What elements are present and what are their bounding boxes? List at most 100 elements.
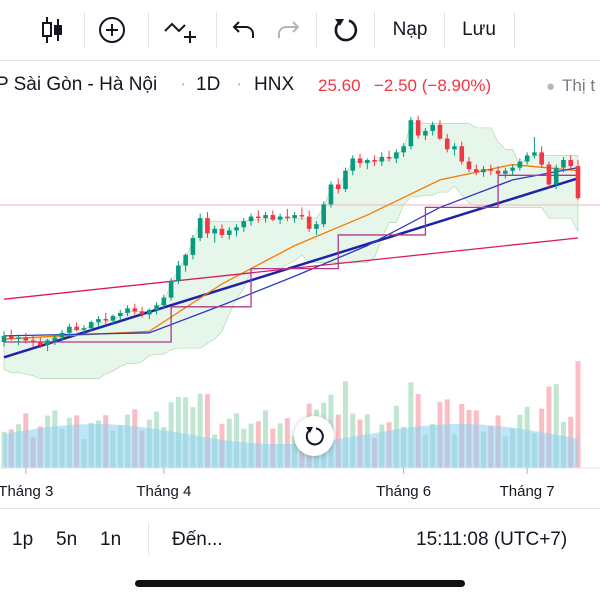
candle-body xyxy=(561,160,566,168)
x-tick-label: Tháng 3 xyxy=(0,483,53,500)
candle-body xyxy=(415,120,421,136)
candle-body xyxy=(357,158,363,164)
candle xyxy=(561,156,566,173)
candle xyxy=(190,234,196,260)
volume-ma-area xyxy=(4,424,578,468)
candle xyxy=(524,152,530,165)
add-indicator-icon[interactable] xyxy=(90,8,134,52)
candle-body xyxy=(379,156,385,162)
candle-body xyxy=(45,340,50,346)
candle-body xyxy=(292,215,297,219)
candle-body xyxy=(67,326,72,333)
candle-body xyxy=(176,265,181,281)
indicator-line xyxy=(3,167,579,337)
candle xyxy=(88,320,94,332)
load-button[interactable]: Nạp xyxy=(392,19,428,40)
interval-5n[interactable]: 5n xyxy=(56,529,78,550)
candle-body xyxy=(306,216,312,229)
candle xyxy=(125,305,130,316)
volume-bar xyxy=(183,397,189,468)
candle xyxy=(350,155,356,176)
candle xyxy=(495,166,501,177)
last-price: 25.60 xyxy=(318,76,361,95)
candle-body xyxy=(205,218,210,234)
interval-1n[interactable]: 1n xyxy=(100,529,122,550)
reset-icon xyxy=(305,427,324,446)
candle-body xyxy=(539,152,544,165)
candle-body xyxy=(16,337,21,339)
candle-body xyxy=(219,228,225,235)
candle xyxy=(343,167,348,193)
indicator-lines xyxy=(3,163,579,359)
x-tick-label: Tháng 7 xyxy=(500,483,555,500)
candle-body xyxy=(372,160,377,162)
save-button[interactable]: Lưu xyxy=(462,19,496,40)
candle xyxy=(96,316,101,327)
candle-body xyxy=(466,161,472,170)
price-change: −2.50 (−8.90%) xyxy=(374,76,492,95)
candle xyxy=(510,164,515,176)
ichimoku-cloud xyxy=(3,122,579,380)
candle xyxy=(503,167,508,179)
candle xyxy=(154,302,159,315)
candle xyxy=(45,338,50,352)
candle-body xyxy=(117,312,123,316)
reload-icon[interactable] xyxy=(324,8,368,52)
candle xyxy=(539,146,544,168)
redo-icon[interactable] xyxy=(268,8,308,52)
candle-body xyxy=(1,335,7,342)
candle-body xyxy=(190,238,196,255)
clock-label[interactable]: 15:11:08 (UTC+7) xyxy=(416,529,568,550)
candle-body xyxy=(234,227,239,231)
candle xyxy=(546,161,552,188)
volume-bar xyxy=(175,397,181,468)
interval-1p[interactable]: 1p xyxy=(12,529,34,550)
candle xyxy=(168,277,174,301)
candle-body xyxy=(568,160,574,167)
candle xyxy=(1,331,7,347)
candle xyxy=(328,181,334,208)
undo-icon[interactable] xyxy=(224,8,264,52)
candle xyxy=(8,329,14,341)
price-chart[interactable]: Tháng 3 Tháng 4 Tháng 6 Tháng 7 xyxy=(0,108,600,506)
candle xyxy=(132,303,138,315)
candle xyxy=(357,153,363,168)
candle-body xyxy=(394,152,399,159)
candle xyxy=(452,143,457,156)
candle xyxy=(38,337,43,349)
compare-line-icon[interactable] xyxy=(158,8,202,52)
candle-body xyxy=(277,216,283,220)
candle-body xyxy=(183,254,188,266)
candle-body xyxy=(168,280,174,298)
candle-body xyxy=(125,308,130,313)
candle xyxy=(270,210,276,222)
candle-body xyxy=(299,215,305,217)
volume-bar xyxy=(553,384,559,468)
candle xyxy=(488,164,494,176)
candle-body xyxy=(256,216,261,219)
reset-chart-button[interactable] xyxy=(294,416,334,456)
candle-body xyxy=(38,342,43,346)
candle-body xyxy=(52,337,58,341)
candle xyxy=(459,141,465,165)
candle-body xyxy=(81,328,87,330)
candle xyxy=(161,294,167,309)
candle-body xyxy=(30,340,36,342)
symbol-name[interactable]: P Sài Gòn - Hà Nội xyxy=(0,74,158,95)
candle-body xyxy=(423,130,428,136)
goto-date-button[interactable]: Đến... xyxy=(172,529,223,550)
candle xyxy=(364,158,370,170)
candle-body xyxy=(401,146,406,153)
candle xyxy=(205,212,210,238)
candle xyxy=(379,152,385,167)
candle xyxy=(117,309,123,321)
x-tick-label: Tháng 4 xyxy=(136,483,191,500)
exchange-label: HNX xyxy=(254,74,295,95)
candle xyxy=(292,212,297,223)
candle xyxy=(67,323,72,336)
candle-body xyxy=(408,120,414,147)
candlestick-icon[interactable] xyxy=(30,8,74,52)
interval-label[interactable]: 1D xyxy=(196,74,221,95)
candle-body xyxy=(452,146,457,150)
candle-body xyxy=(444,138,450,150)
